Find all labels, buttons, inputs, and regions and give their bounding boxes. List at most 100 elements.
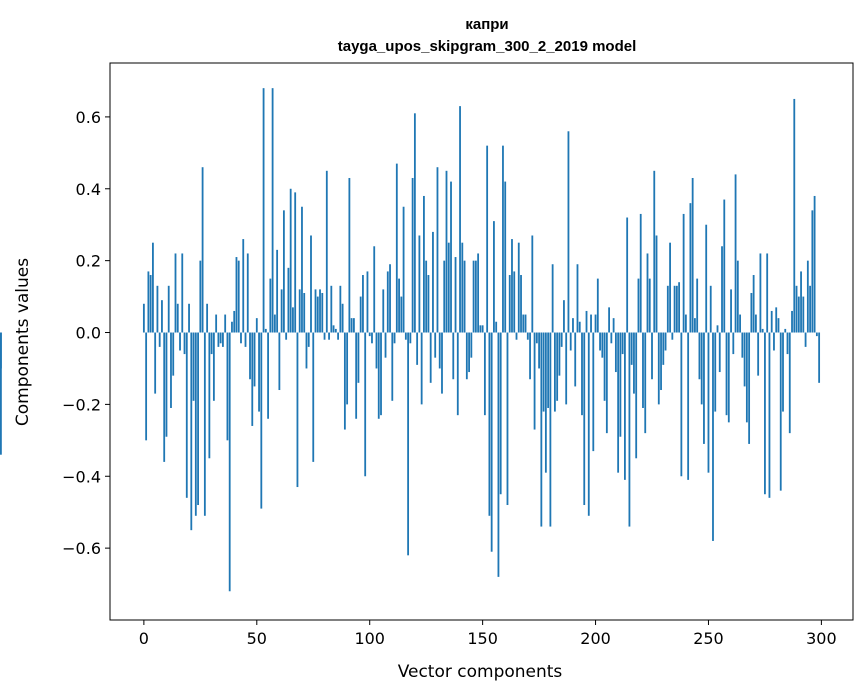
bar	[373, 246, 376, 333]
bar	[739, 314, 741, 333]
bar	[436, 167, 439, 333]
bar	[540, 332, 543, 527]
bar	[380, 332, 382, 416]
bar	[386, 271, 389, 333]
bar	[734, 174, 737, 333]
bar	[402, 206, 405, 333]
bar	[174, 253, 177, 333]
bar	[294, 192, 297, 333]
bar	[156, 285, 159, 333]
bar	[761, 328, 764, 333]
x-tick-label: 0	[139, 629, 149, 648]
bar	[445, 170, 448, 333]
bar	[398, 278, 400, 333]
bar	[377, 332, 380, 419]
bar	[450, 181, 452, 333]
bar	[420, 332, 423, 405]
bar	[581, 332, 583, 416]
bar	[718, 332, 721, 373]
x-tick-label: 300	[806, 629, 837, 648]
bar	[255, 318, 258, 333]
bar	[454, 257, 457, 333]
bar	[513, 271, 516, 333]
bar	[251, 332, 254, 426]
bar	[441, 332, 443, 394]
bar	[314, 289, 317, 333]
bar	[508, 275, 511, 333]
y-tick-label: 0.0	[76, 324, 101, 343]
bar	[696, 278, 699, 333]
bar	[698, 332, 701, 380]
bar	[267, 332, 269, 419]
bar	[542, 332, 545, 412]
bar	[319, 289, 321, 333]
bar	[594, 314, 597, 333]
bar	[447, 242, 450, 333]
x-tick-label: 50	[247, 629, 267, 648]
bar	[574, 332, 577, 387]
bar	[655, 235, 658, 333]
bar	[635, 332, 638, 459]
bar	[181, 253, 184, 333]
bar	[303, 292, 306, 333]
bar	[357, 332, 360, 383]
bar	[775, 307, 778, 333]
bar	[750, 292, 753, 333]
bar	[486, 145, 489, 333]
bar	[664, 332, 667, 351]
bar	[276, 249, 279, 333]
bar	[768, 332, 771, 498]
bar	[705, 224, 708, 333]
bar	[800, 271, 802, 333]
x-tick-label: 200	[580, 629, 611, 648]
bar	[362, 275, 364, 333]
bar	[179, 332, 181, 351]
x-tick-label: 250	[693, 629, 724, 648]
bar	[325, 170, 328, 333]
bar	[818, 332, 821, 383]
bar	[732, 332, 735, 355]
bar	[413, 113, 416, 333]
bar	[743, 332, 746, 387]
bar	[601, 332, 604, 358]
bar	[183, 332, 186, 355]
bar	[741, 332, 744, 358]
bar	[703, 332, 705, 444]
bar	[158, 332, 161, 347]
bar	[614, 332, 617, 373]
bar	[483, 332, 486, 416]
bar	[707, 332, 710, 473]
bar	[752, 275, 755, 333]
bar	[682, 213, 685, 333]
bar	[569, 332, 572, 351]
bar	[242, 239, 245, 333]
bar	[197, 332, 199, 506]
bar	[273, 314, 276, 333]
bar	[791, 310, 793, 333]
bar	[145, 332, 148, 441]
bar	[292, 307, 294, 333]
bar	[465, 332, 468, 380]
bar	[675, 285, 678, 333]
bar	[599, 332, 601, 351]
y-tick-label: 0.4	[76, 180, 101, 199]
bar	[766, 253, 769, 333]
bar	[700, 332, 703, 405]
bar	[161, 300, 163, 333]
bar	[176, 303, 179, 333]
bar	[222, 332, 224, 347]
y-tick-label: −0.4	[62, 467, 101, 486]
bar	[142, 303, 145, 333]
bar	[206, 303, 209, 333]
bar	[289, 188, 292, 333]
bar	[630, 332, 633, 365]
bar	[301, 206, 303, 333]
bar	[210, 332, 213, 355]
bar	[240, 332, 242, 344]
bar	[531, 235, 534, 333]
bar	[481, 325, 484, 333]
bar	[716, 325, 719, 333]
bar	[258, 332, 260, 412]
bar	[680, 332, 683, 477]
bar	[687, 332, 690, 480]
